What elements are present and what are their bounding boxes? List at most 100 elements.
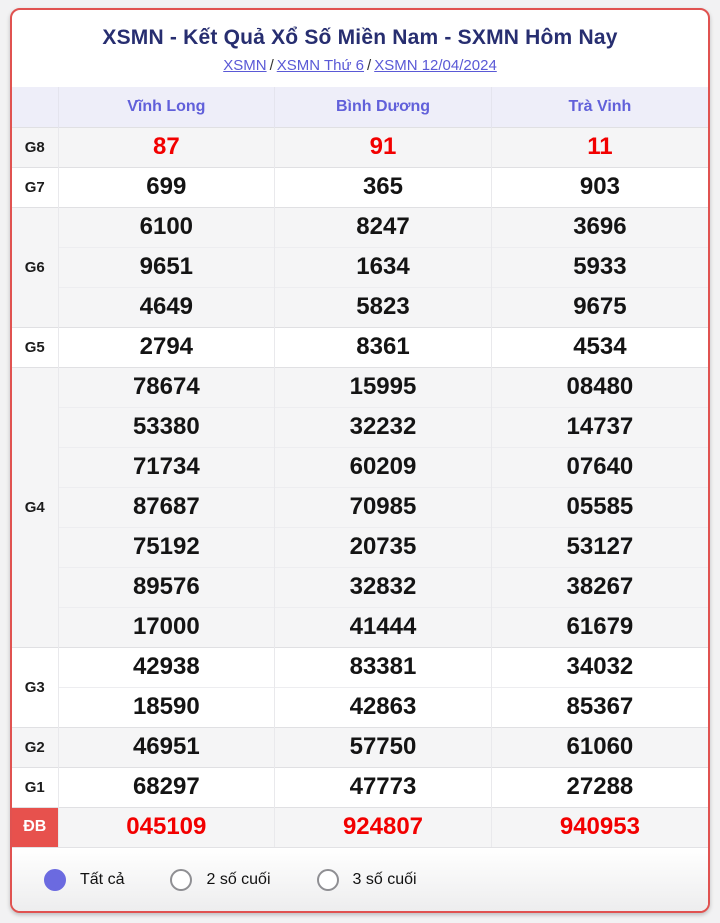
- result-cell: 85367: [490, 686, 708, 727]
- page-title: XSMN - Kết Quả Xổ Số Miền Nam - SXMN Hôm…: [102, 26, 618, 49]
- result-cell: 05585: [490, 486, 708, 527]
- result-cell: 41444: [274, 606, 492, 647]
- result-cell: 699: [57, 166, 275, 207]
- result-cell: 11: [490, 126, 708, 167]
- result-cell: 87687: [57, 486, 275, 527]
- radio-option-3-so-cuoi[interactable]: 3 số cuối: [316, 868, 417, 891]
- result-cell: 70985: [274, 486, 492, 527]
- table-row-g6: 4649 5823 9675: [12, 286, 708, 327]
- result-cell: 60209: [274, 446, 492, 487]
- result-cell: 53380: [57, 406, 275, 447]
- breadcrumb-separator: /: [367, 57, 372, 74]
- result-cell: 8247: [274, 206, 492, 247]
- breadcrumb-separator: /: [269, 57, 274, 74]
- radio-label: 2 số cuối: [206, 870, 271, 888]
- result-cell: 34032: [490, 646, 708, 687]
- result-cell: 9675: [490, 286, 708, 327]
- prize-label-g2: G2: [12, 726, 58, 767]
- result-cell: 91: [274, 126, 492, 167]
- prize-label-g3: G3: [12, 646, 58, 727]
- result-cell: 6100: [57, 206, 275, 247]
- radio-icon[interactable]: [316, 868, 339, 891]
- result-cell: 61679: [490, 606, 708, 647]
- result-cell: 14737: [490, 406, 708, 447]
- result-cell: 045109: [57, 806, 275, 847]
- result-cell: 1634: [274, 246, 492, 287]
- table-row-g3: G3 42938 83381 34032: [12, 646, 708, 727]
- result-cell: 4534: [490, 326, 708, 367]
- result-cell: 20735: [274, 526, 492, 567]
- radio-label: Tất cả: [80, 870, 125, 888]
- prize-label-g1: G1: [12, 766, 58, 807]
- table-row-g5: G5 2794 8361 4534: [12, 326, 708, 367]
- result-cell: 17000: [57, 606, 275, 647]
- result-cell: 53127: [490, 526, 708, 567]
- result-cell: 46951: [57, 726, 275, 767]
- result-cell: 42863: [274, 686, 492, 727]
- result-cell: 07640: [490, 446, 708, 487]
- result-cell: 15995: [274, 366, 492, 407]
- result-cell: 71734: [57, 446, 275, 487]
- result-cell: 68297: [57, 766, 275, 807]
- filter-options: Tất cả 2 số cuối 3 số cuối: [12, 847, 708, 911]
- table-row-db: ĐB 045109 924807 940953: [12, 806, 708, 847]
- breadcrumb-link-xsmn-date[interactable]: XSMN 12/04/2024: [374, 57, 497, 74]
- table-row-g8: G8 87 91 11: [12, 126, 708, 167]
- breadcrumb-link-xsmn-thu-6[interactable]: XSMN Thứ 6: [276, 57, 365, 74]
- table-row-g3: 18590 42863 85367: [12, 686, 708, 727]
- table-row-g6: G6 6100 8247 3696: [12, 206, 708, 327]
- radio-icon[interactable]: [170, 868, 193, 891]
- table-row-g4: 53380 32232 14737: [12, 406, 708, 447]
- result-cell: 83381: [274, 646, 492, 687]
- table-row-g4: 17000 41444 61679: [12, 606, 708, 647]
- breadcrumb-link-xsmn[interactable]: XSMN: [223, 57, 267, 74]
- result-cell: 365: [274, 166, 492, 207]
- result-cell: 57750: [274, 726, 492, 767]
- result-cell: 4649: [57, 286, 275, 327]
- radio-option-2-so-cuoi[interactable]: 2 số cuối: [170, 868, 271, 891]
- lottery-results-card: XSMN - Kết Quả Xổ Số Miền Nam - SXMN Hôm…: [10, 8, 710, 913]
- radio-icon[interactable]: [44, 868, 66, 891]
- column-header-tra-vinh: Trà Vinh: [490, 87, 708, 127]
- column-header-binh-duong: Bình Dương: [274, 87, 492, 127]
- prize-label-g8: G8: [12, 126, 58, 167]
- result-cell: 38267: [490, 566, 708, 607]
- result-cell: 32232: [274, 406, 492, 447]
- prize-label-g5: G5: [12, 326, 58, 367]
- result-cell: 87: [57, 126, 275, 167]
- prize-label-db: ĐB: [12, 806, 58, 847]
- result-cell: 61060: [490, 726, 708, 767]
- result-cell: 940953: [490, 806, 708, 847]
- result-cell: 5823: [274, 286, 492, 327]
- result-cell: 924807: [274, 806, 492, 847]
- column-header-vinh-long: Vĩnh Long: [57, 87, 275, 127]
- table-row-g7: G7 699 365 903: [12, 166, 708, 207]
- result-cell: 42938: [57, 646, 275, 687]
- result-cell: 32832: [274, 566, 492, 607]
- table-row-g4: 87687 70985 05585: [12, 486, 708, 527]
- prize-label-g4: G4: [12, 366, 58, 647]
- result-cell: 47773: [274, 766, 492, 807]
- table-row-g4: G4 78674 15995 08480: [12, 366, 708, 647]
- result-cell: 89576: [57, 566, 275, 607]
- prize-label-g7: G7: [12, 166, 58, 207]
- result-cell: 08480: [490, 366, 708, 407]
- radio-label: 3 số cuối: [352, 870, 417, 888]
- breadcrumb: XSMN / XSMN Thứ 6/XSMN 12/04/2024: [12, 57, 708, 74]
- prize-label-g6: G6: [12, 206, 58, 327]
- result-cell: 5933: [490, 246, 708, 287]
- table-row-g1: G1 68297 47773 27288: [12, 766, 708, 807]
- table-row-g6: 9651 1634 5933: [12, 246, 708, 287]
- table-header-row: Vĩnh Long Bình Dương Trà Vinh: [12, 87, 708, 127]
- result-cell: 78674: [57, 366, 275, 407]
- result-cell: 903: [490, 166, 708, 207]
- radio-option-tat-ca[interactable]: Tất cả: [44, 868, 125, 891]
- result-cell: 9651: [57, 246, 275, 287]
- results-table-body: G8 87 91 11 G7 699 365 903 G6 6100 8247 3696 9651 163…: [12, 126, 708, 847]
- result-cell: 18590: [57, 686, 275, 727]
- table-row-g4: 75192 20735 53127: [12, 526, 708, 567]
- result-cell: 3696: [490, 206, 708, 247]
- results-table: Vĩnh Long Bình Dương Trà Vinh G8 87 91 11 G7…: [12, 87, 708, 847]
- result-cell: 8361: [274, 326, 492, 367]
- result-cell: 27288: [490, 766, 708, 807]
